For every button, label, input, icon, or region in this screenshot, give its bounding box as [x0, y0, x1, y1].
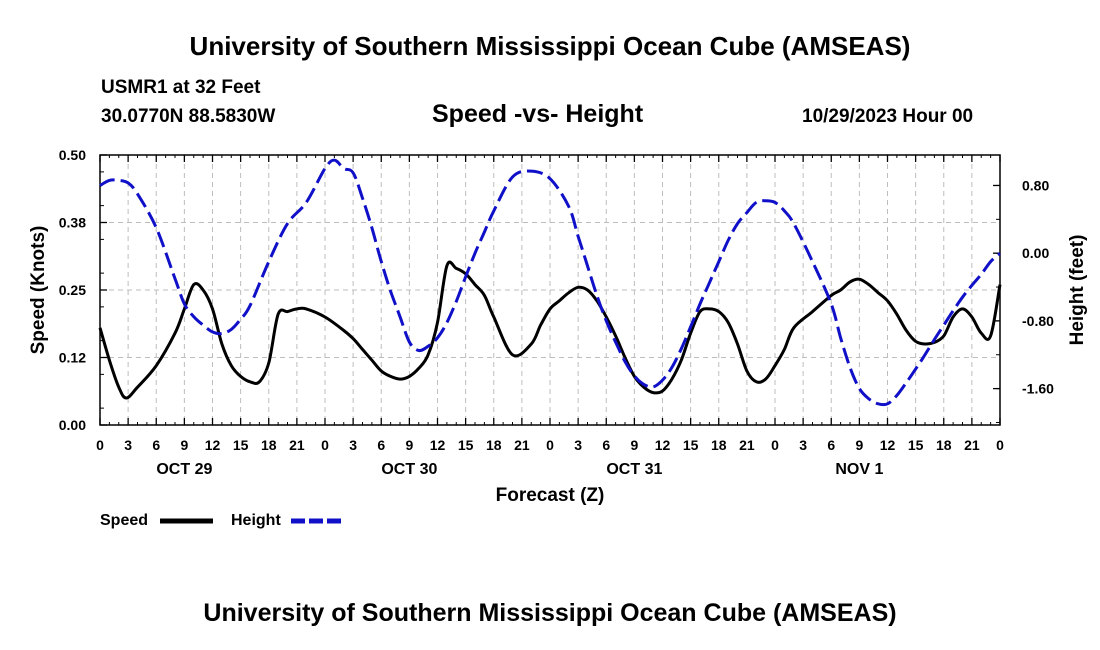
x-tick-label: 15 [683, 437, 699, 453]
grid [100, 155, 1000, 425]
x-tick-label: 21 [514, 437, 530, 453]
axis-ticks [99, 154, 1001, 426]
footer-title: University of Southern Mississippi Ocean… [203, 599, 897, 627]
y2-tick-label: 0.00 [1022, 245, 1049, 261]
x-tick-label: 3 [574, 437, 582, 453]
y-tick-label: 0.12 [59, 350, 86, 366]
x-tick-label: 15 [233, 437, 249, 453]
x-tick-label: 3 [799, 437, 807, 453]
y-tick-label: 0.50 [59, 147, 86, 163]
y-axis-title: Speed (Knots) [28, 226, 49, 355]
x-tick-label: 6 [377, 437, 385, 453]
x-tick-label: 9 [630, 437, 638, 453]
y-tick-label: 0.25 [59, 282, 86, 298]
x-tick-label: 12 [205, 437, 221, 453]
day-label: OCT 29 [156, 461, 212, 478]
series [98, 158, 1002, 407]
x-tick-label: 12 [430, 437, 446, 453]
x-tick-label: 0 [996, 437, 1004, 453]
x-tick-label: 6 [602, 437, 610, 453]
x-tick-label: 9 [180, 437, 188, 453]
x-tick-label: 0 [321, 437, 329, 453]
x-tick-label: 0 [771, 437, 779, 453]
y-tick-label: 0.38 [59, 215, 86, 231]
x-tick-label: 21 [739, 437, 755, 453]
tick-labels: 0 3 6 9 12 15 18 21 0 3 6 9 12 15 18 21 0 3 6 9 12 15 18 21 0 3 6 9… [59, 147, 1054, 478]
y2-axis-title: Height (feet) [1067, 235, 1088, 346]
y-tick-label: 0.00 [59, 417, 86, 433]
x-tick-label: 18 [711, 437, 727, 453]
x-tick-label: 21 [289, 437, 305, 453]
station-coordinates: 30.0770N 88.5830W [101, 106, 276, 127]
x-tick-label: 18 [261, 437, 277, 453]
x-tick-label: 9 [855, 437, 863, 453]
x-tick-label: 6 [827, 437, 835, 453]
y2-tick-label: -1.60 [1022, 381, 1054, 397]
x-tick-label: 18 [486, 437, 502, 453]
chart-title: University of Southern Mississippi Ocean… [189, 31, 911, 61]
forecast-time: 10/29/2023 Hour 00 [802, 106, 974, 127]
series-line-height [99, 158, 1001, 407]
legend-speed-label: Speed [100, 512, 148, 529]
x-tick-label: 6 [152, 437, 160, 453]
x-tick-label: 18 [936, 437, 952, 453]
series-line-speed [98, 260, 1002, 400]
x-tick-label: 0 [546, 437, 554, 453]
x-tick-label: 12 [655, 437, 671, 453]
plot-title: Speed -vs- Height [432, 100, 644, 128]
legend-height-label: Height [231, 512, 281, 529]
day-label: OCT 30 [381, 461, 437, 478]
x-axis-title: Forecast (Z) [496, 485, 605, 506]
y2-tick-label: 0.80 [1022, 177, 1049, 193]
x-tick-label: 21 [964, 437, 980, 453]
x-tick-label: 3 [349, 437, 357, 453]
legend: Speed Height [100, 512, 343, 529]
station-label: USMR1 at 32 Feet [101, 77, 261, 98]
x-tick-label: 15 [458, 437, 474, 453]
day-label: OCT 31 [606, 461, 662, 478]
x-tick-label: 3 [124, 437, 132, 453]
x-tick-label: 12 [880, 437, 896, 453]
x-tick-label: 0 [96, 437, 104, 453]
day-label: NOV 1 [835, 461, 883, 478]
x-tick-label: 15 [908, 437, 924, 453]
x-tick-label: 9 [405, 437, 413, 453]
y2-tick-label: -0.80 [1022, 313, 1054, 329]
